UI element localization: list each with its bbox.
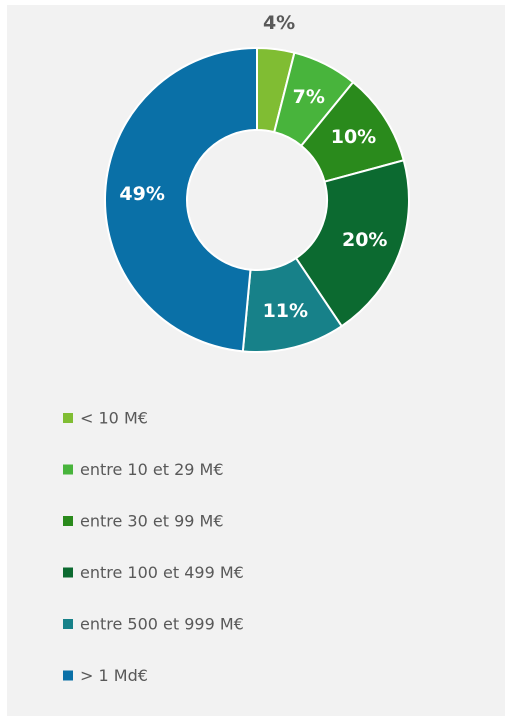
legend-swatch bbox=[63, 670, 73, 681]
data-label: 49% bbox=[119, 183, 164, 205]
legend-swatch bbox=[63, 413, 73, 423]
data-label: 10% bbox=[331, 126, 376, 148]
legend-label: < 10 M€ bbox=[80, 409, 148, 428]
data-label: 7% bbox=[293, 86, 325, 108]
legend-label: entre 30 et 99 M€ bbox=[80, 512, 224, 531]
legend-swatch bbox=[63, 567, 73, 578]
legend-label: entre 500 et 999 M€ bbox=[80, 615, 244, 634]
legend-label: entre 10 et 29 M€ bbox=[80, 460, 224, 479]
donut-slice bbox=[294, 159, 410, 328]
data-label: 20% bbox=[342, 229, 387, 251]
data-label: 4% bbox=[263, 12, 295, 34]
donut-slice bbox=[104, 46, 258, 353]
legend-swatch bbox=[63, 464, 73, 475]
legend-swatch bbox=[63, 516, 73, 526]
data-label: 11% bbox=[263, 300, 308, 322]
legend-swatch bbox=[63, 619, 73, 629]
legend-label: > 1 Md€ bbox=[80, 666, 148, 685]
legend-label: entre 100 et 499 M€ bbox=[80, 563, 244, 582]
